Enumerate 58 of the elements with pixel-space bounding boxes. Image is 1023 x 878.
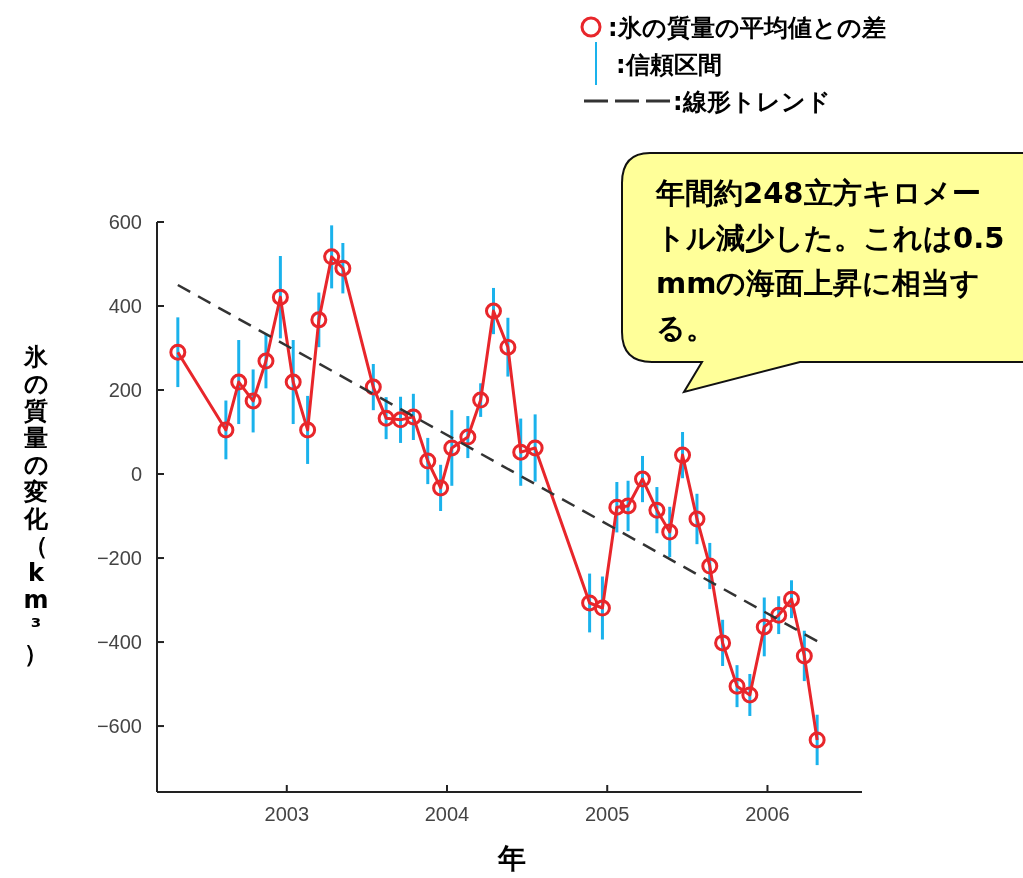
point bbox=[217, 421, 235, 439]
point bbox=[795, 647, 813, 665]
point bbox=[674, 446, 692, 464]
legend-label: :氷の質量の平均値との差 bbox=[608, 14, 886, 42]
point bbox=[377, 409, 395, 427]
y-axis-title: 氷の質量の変化（km³） bbox=[23, 343, 49, 668]
point bbox=[459, 428, 477, 446]
legend-label: :線形トレンド bbox=[673, 88, 831, 116]
point bbox=[299, 421, 317, 439]
y-tick-label: −200 bbox=[96, 547, 142, 570]
y-tick-label: −400 bbox=[96, 631, 142, 654]
x-axis-title: 年 bbox=[497, 842, 526, 875]
y-tick-label: −600 bbox=[96, 715, 142, 738]
point bbox=[633, 470, 651, 488]
point bbox=[526, 439, 544, 457]
point bbox=[593, 599, 611, 617]
point bbox=[714, 634, 732, 652]
point bbox=[783, 590, 800, 608]
annotation: 年間約248立方キロメートル減少した。これは0.5mmの海面上昇に相当する。 bbox=[655, 176, 1005, 345]
point bbox=[284, 373, 302, 391]
point bbox=[701, 557, 719, 575]
point bbox=[472, 391, 490, 409]
y-tick-label: 200 bbox=[108, 379, 142, 402]
point bbox=[392, 411, 410, 429]
x-tick-label: 2004 bbox=[424, 803, 470, 825]
point bbox=[271, 288, 289, 306]
point bbox=[443, 439, 461, 457]
point bbox=[169, 343, 187, 361]
x-tick-label: 2006 bbox=[745, 803, 790, 825]
point bbox=[648, 501, 666, 519]
point bbox=[230, 373, 248, 391]
point bbox=[619, 497, 637, 515]
y-tick-label: 0 bbox=[130, 463, 142, 486]
point bbox=[608, 498, 626, 516]
point bbox=[512, 443, 530, 461]
point bbox=[755, 618, 773, 636]
point bbox=[808, 731, 826, 749]
point bbox=[581, 594, 599, 612]
point bbox=[688, 510, 706, 528]
point bbox=[484, 302, 502, 320]
x-tick-label: 2003 bbox=[264, 803, 310, 825]
point bbox=[334, 259, 352, 277]
point bbox=[310, 311, 328, 329]
point bbox=[432, 479, 450, 497]
point bbox=[499, 338, 517, 356]
point bbox=[257, 352, 275, 370]
point bbox=[323, 248, 341, 266]
text: :信頼区間 bbox=[616, 51, 722, 79]
point bbox=[661, 523, 679, 541]
point bbox=[404, 408, 422, 426]
y-tick-label: 600 bbox=[108, 211, 142, 233]
x-tick-label: 2005 bbox=[584, 803, 630, 825]
y-tick-label: 400 bbox=[108, 295, 142, 318]
point bbox=[244, 392, 262, 410]
point bbox=[741, 686, 759, 704]
callout: 年間約248立方キロメートル減少した。これは0.5mmの海面上昇に相当する。 bbox=[621, 152, 1023, 393]
point bbox=[419, 452, 437, 470]
point bbox=[728, 677, 746, 695]
